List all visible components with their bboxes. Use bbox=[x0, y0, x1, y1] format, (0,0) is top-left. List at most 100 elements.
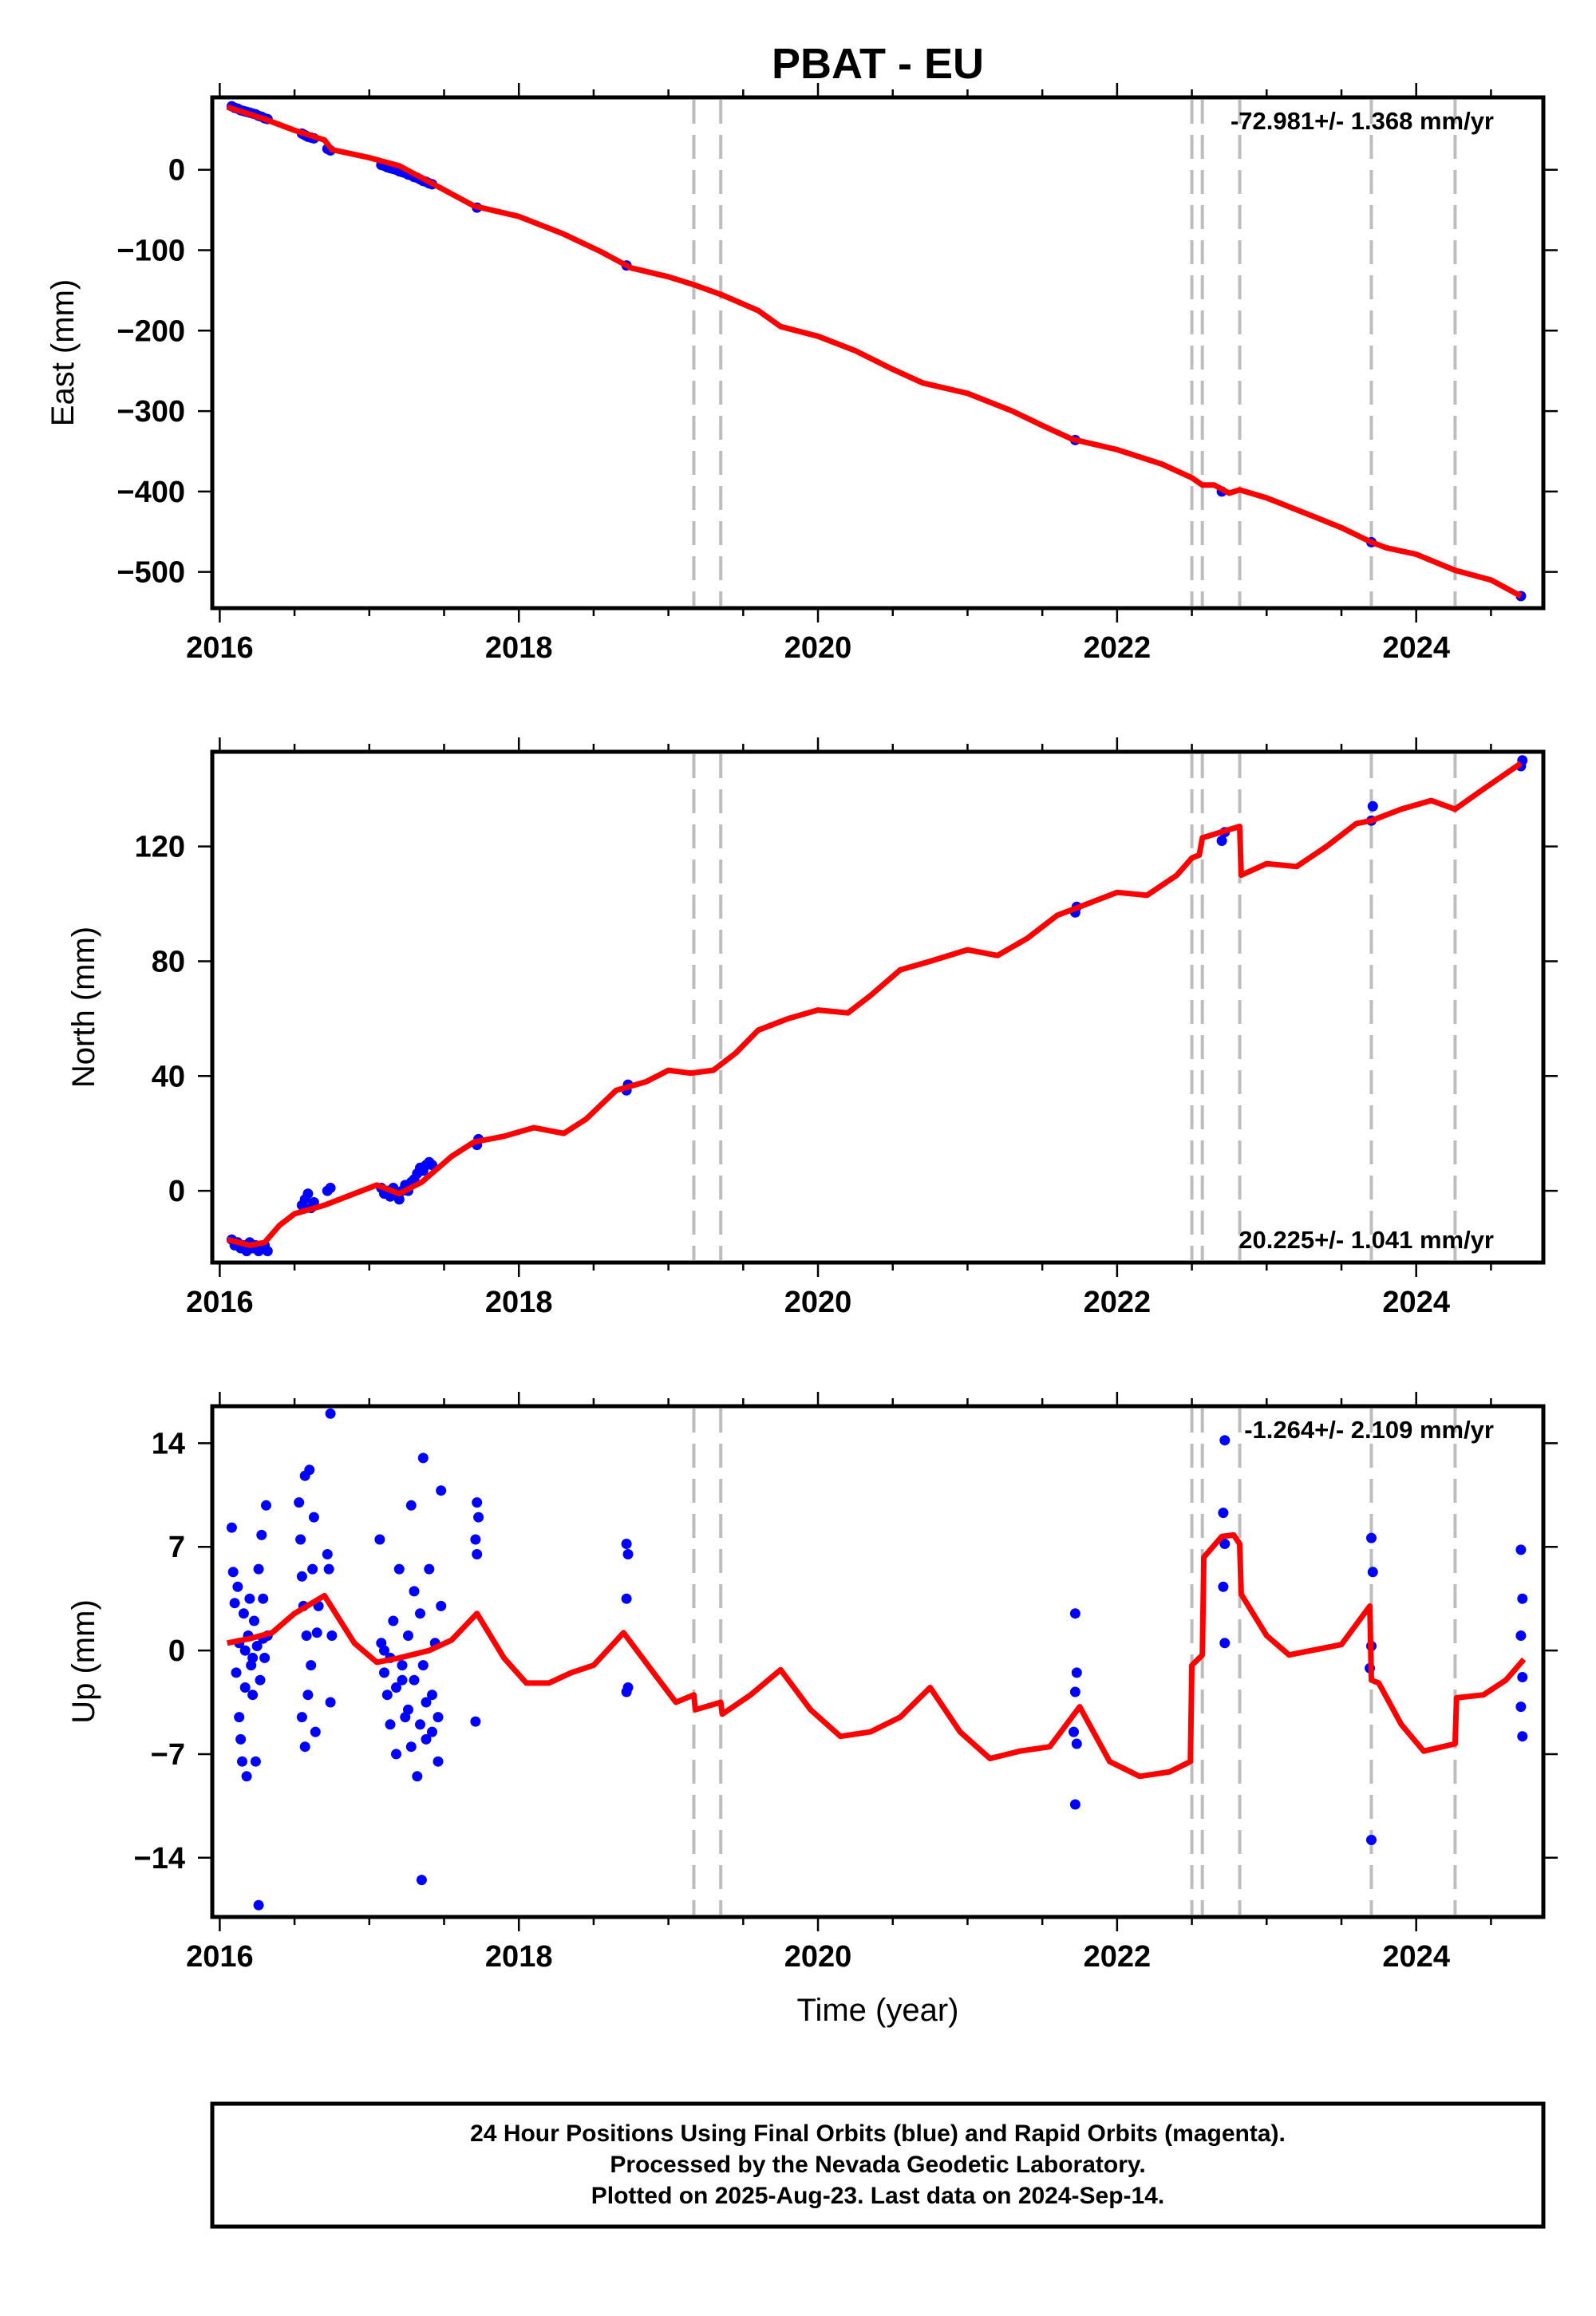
up-data-point bbox=[258, 1593, 269, 1604]
up-data-point bbox=[1366, 1532, 1377, 1543]
up-data-point bbox=[232, 1581, 243, 1592]
up-data-point bbox=[234, 1712, 245, 1723]
up-data-point bbox=[379, 1645, 389, 1656]
footer-line-2: Processed by the Nevada Geodetic Laborat… bbox=[610, 2152, 1145, 2178]
up-data-point bbox=[1069, 1726, 1079, 1737]
north-rate-label: 20.225+/- 1.041 mm/yr bbox=[1238, 1226, 1494, 1254]
north-ytick-label: 120 bbox=[135, 831, 185, 864]
up-model-line bbox=[227, 1531, 1527, 1780]
east-ytick-label: −400 bbox=[117, 476, 185, 509]
north-ytick-label: 0 bbox=[168, 1175, 185, 1208]
up-data-point bbox=[1071, 1667, 1082, 1678]
east-plot-frame bbox=[210, 95, 1546, 611]
east-y-axis-label: East (mm) bbox=[45, 279, 81, 426]
north-model-line bbox=[226, 761, 1523, 1248]
up-data-point bbox=[299, 1741, 310, 1753]
up-data-point bbox=[308, 1512, 319, 1523]
up-data-point bbox=[1069, 1608, 1080, 1619]
up-data-point bbox=[1367, 1567, 1378, 1578]
up-data-point bbox=[388, 1615, 399, 1626]
up-data-point bbox=[409, 1674, 420, 1686]
north-data-point bbox=[302, 1188, 314, 1199]
up-data-point bbox=[244, 1593, 255, 1604]
chart-title: PBAT - EU bbox=[772, 40, 984, 88]
up-data-point bbox=[397, 1674, 408, 1686]
up-data-point bbox=[253, 1563, 264, 1575]
up-data-point bbox=[231, 1667, 242, 1678]
up-xtick-label: 2022 bbox=[1084, 1940, 1152, 1974]
up-data-point bbox=[424, 1563, 435, 1575]
north-ytick-label: 80 bbox=[152, 945, 185, 978]
up-data-point bbox=[1069, 1799, 1080, 1810]
up-data-point bbox=[381, 1690, 393, 1701]
up-data-point bbox=[621, 1539, 632, 1549]
up-data-point bbox=[470, 1716, 481, 1727]
up-data-point bbox=[249, 1615, 259, 1626]
up-panel: 2016 2018 2020 2022 2024 −14 −7 0 7 14 Up (mm) -1.2… bbox=[66, 1392, 1558, 1974]
up-data-point bbox=[229, 1598, 240, 1609]
up-data-point bbox=[397, 1660, 408, 1671]
east-ytick-label: −200 bbox=[117, 314, 185, 348]
up-xtick-label: 2020 bbox=[784, 1940, 852, 1974]
up-data-point bbox=[415, 1608, 425, 1619]
up-data-point bbox=[403, 1704, 413, 1715]
up-data-point bbox=[296, 1571, 307, 1582]
up-data-point bbox=[622, 1549, 634, 1559]
up-data-point bbox=[235, 1733, 247, 1745]
up-data-point bbox=[433, 1712, 444, 1723]
east-model-line bbox=[226, 104, 1523, 599]
up-data-point bbox=[253, 1899, 264, 1911]
up-rate-label: -1.264+/- 2.109 mm/yr bbox=[1244, 1416, 1494, 1444]
up-data-point bbox=[472, 1497, 483, 1508]
east-xtick-label: 2024 bbox=[1382, 631, 1450, 665]
north-xtick-label: 2016 bbox=[186, 1286, 254, 1319]
up-data-point bbox=[311, 1627, 322, 1638]
north-data-point bbox=[1367, 800, 1378, 812]
up-data-point bbox=[301, 1630, 312, 1641]
north-y-axis-label: North (mm) bbox=[66, 927, 101, 1088]
east-ytick-label: −300 bbox=[117, 395, 185, 429]
up-data-point bbox=[304, 1464, 315, 1476]
up-data-point bbox=[1517, 1672, 1528, 1682]
up-data-point bbox=[1069, 1686, 1080, 1697]
up-data-point bbox=[385, 1719, 396, 1730]
north-data-point bbox=[393, 1194, 405, 1205]
up-data-point bbox=[405, 1500, 417, 1511]
north-plot-frame bbox=[210, 749, 1546, 1265]
north-xtick-label: 2022 bbox=[1084, 1286, 1152, 1319]
up-data-point bbox=[391, 1749, 401, 1760]
east-ytick-label: −500 bbox=[117, 556, 185, 590]
east-xtick-label: 2018 bbox=[485, 631, 553, 665]
up-data-point bbox=[239, 1682, 251, 1693]
up-data-point bbox=[1515, 1630, 1527, 1641]
up-data-point bbox=[247, 1690, 259, 1701]
up-data-point bbox=[302, 1690, 314, 1701]
up-data-point bbox=[226, 1522, 237, 1533]
up-data-point bbox=[427, 1690, 437, 1701]
up-data-point bbox=[472, 1549, 483, 1559]
up-data-point bbox=[259, 1652, 271, 1663]
up-data-point bbox=[417, 1452, 429, 1464]
up-data-point bbox=[256, 1529, 267, 1540]
up-data-point bbox=[238, 1608, 249, 1619]
up-data-point bbox=[310, 1726, 321, 1737]
north-ytick-label: 40 bbox=[152, 1060, 185, 1093]
up-data-point bbox=[1515, 1544, 1527, 1555]
up-data-point bbox=[295, 1534, 306, 1545]
up-data-point bbox=[250, 1756, 261, 1767]
up-data-point bbox=[417, 1660, 429, 1671]
x-axis-label: Time (year) bbox=[797, 1993, 959, 2028]
up-ytick-label: −14 bbox=[134, 1842, 185, 1875]
north-data-point bbox=[262, 1246, 273, 1257]
up-data-point bbox=[436, 1600, 447, 1611]
up-data-point bbox=[1517, 1593, 1528, 1604]
east-ytick-label: 0 bbox=[168, 154, 185, 188]
up-data-point bbox=[473, 1512, 484, 1523]
up-data-point bbox=[322, 1549, 333, 1559]
up-ytick-label: 0 bbox=[168, 1634, 185, 1668]
up-data-point bbox=[237, 1756, 247, 1767]
east-ytick-label: −100 bbox=[117, 234, 185, 267]
up-data-point bbox=[326, 1630, 338, 1641]
up-data-point bbox=[409, 1586, 420, 1597]
up-data-point bbox=[323, 1563, 334, 1575]
